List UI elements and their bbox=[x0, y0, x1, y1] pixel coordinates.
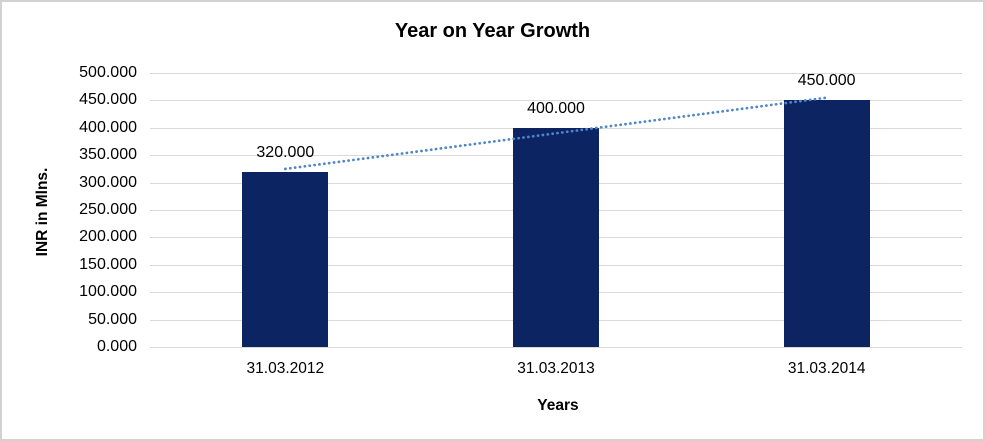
chart-title: Year on Year Growth bbox=[394, 20, 591, 42]
y-tick-label: 300.000 bbox=[79, 173, 137, 191]
x-tick-label: 31.03.2013 bbox=[517, 360, 595, 377]
gridline bbox=[150, 73, 962, 74]
y-tick-label: 0.000 bbox=[96, 338, 137, 355]
bar-data-label: 450.000 bbox=[797, 72, 856, 90]
y-tick-label: 450.000 bbox=[79, 91, 137, 109]
y-tick-label: 50.000 bbox=[88, 310, 137, 328]
bar-31.03.2012 bbox=[242, 171, 329, 347]
bar-data-label: 320.000 bbox=[256, 143, 315, 161]
y-tick-label: 200.000 bbox=[79, 228, 137, 246]
y-tick-label: 400.000 bbox=[79, 118, 137, 136]
bar-31.03.2013 bbox=[513, 127, 599, 347]
y-tick-label: 150.000 bbox=[79, 255, 137, 273]
x-tick-label: 31.03.2012 bbox=[246, 360, 325, 377]
y-tick-label: 350.000 bbox=[79, 146, 137, 164]
bar-data-label: 400.000 bbox=[527, 99, 585, 117]
x-tick-label: 31.03.2014 bbox=[787, 360, 866, 377]
y-tick-label: 250.000 bbox=[79, 201, 137, 218]
gridline bbox=[150, 347, 962, 348]
x-axis-title: Years bbox=[537, 397, 579, 414]
bar-31.03.2014 bbox=[783, 100, 870, 347]
y-tick-label: 500.000 bbox=[79, 64, 137, 81]
y-tick-label: 100.000 bbox=[79, 283, 137, 301]
